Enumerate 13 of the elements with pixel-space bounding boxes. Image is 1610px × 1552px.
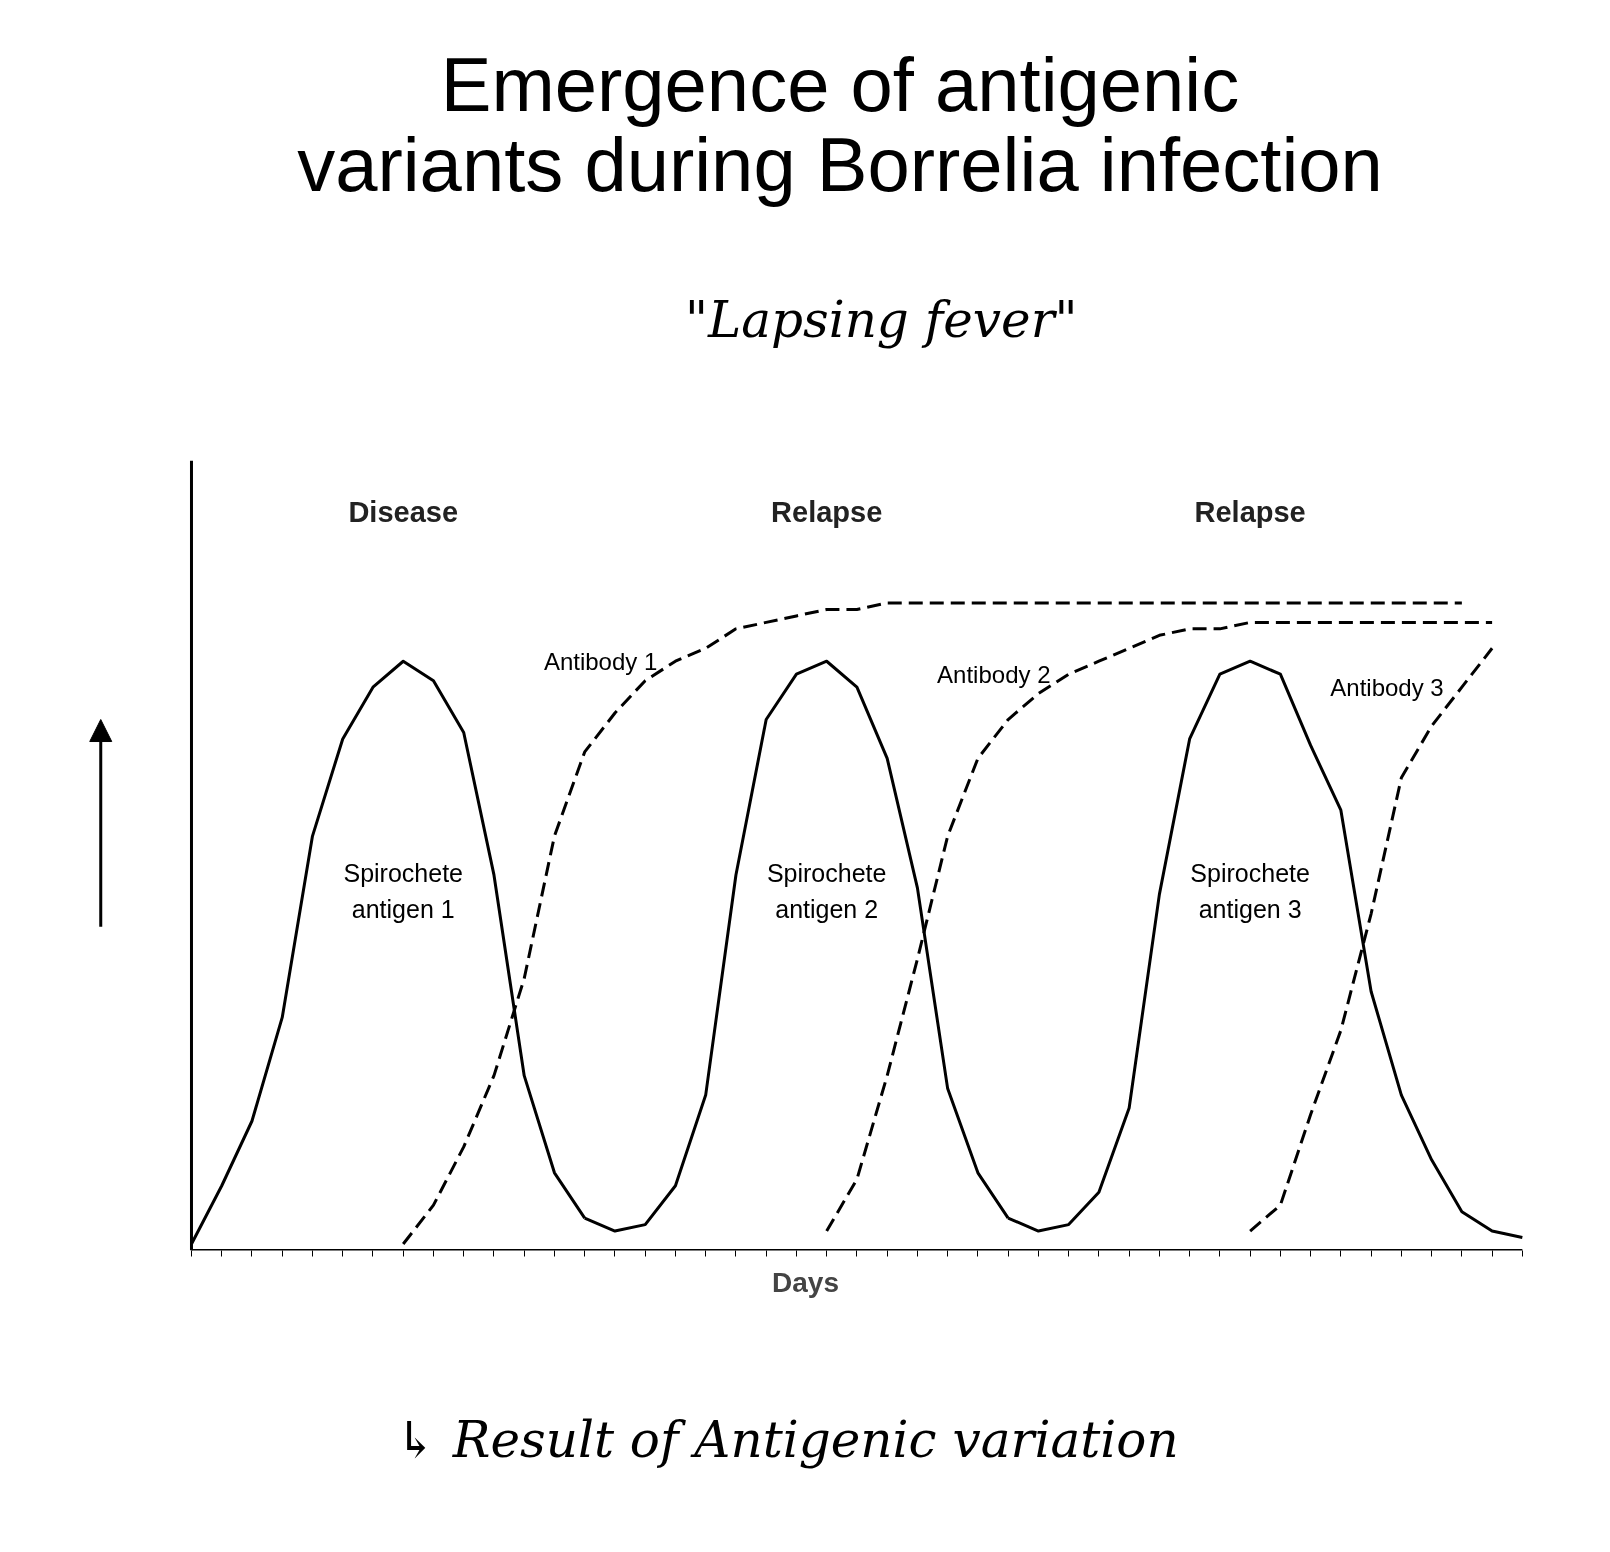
text: Relapse — [771, 496, 883, 529]
series-label: Antibody 2 — [937, 660, 1051, 688]
series-label: Spirochete antigen 3 — [1190, 859, 1310, 923]
series-label: Spirochete antigen 1 — [343, 859, 463, 923]
series-label: Spirochete antigen 2 — [766, 859, 887, 923]
text: Relapse — [1194, 496, 1306, 529]
text: ↳ Result of Antigenic variation — [395, 1410, 1179, 1471]
text: Disease — [348, 496, 459, 529]
chart-title: Emergence of antigenic variants during Borrelia infection — [297, 42, 1383, 207]
x-axis-title: Days — [772, 1266, 839, 1298]
series-label: Antibody 1 — [543, 647, 658, 675]
series-label: Antibody 3 — [1330, 673, 1444, 701]
chart-subtitle: "Lapsing fever" — [685, 290, 1078, 351]
